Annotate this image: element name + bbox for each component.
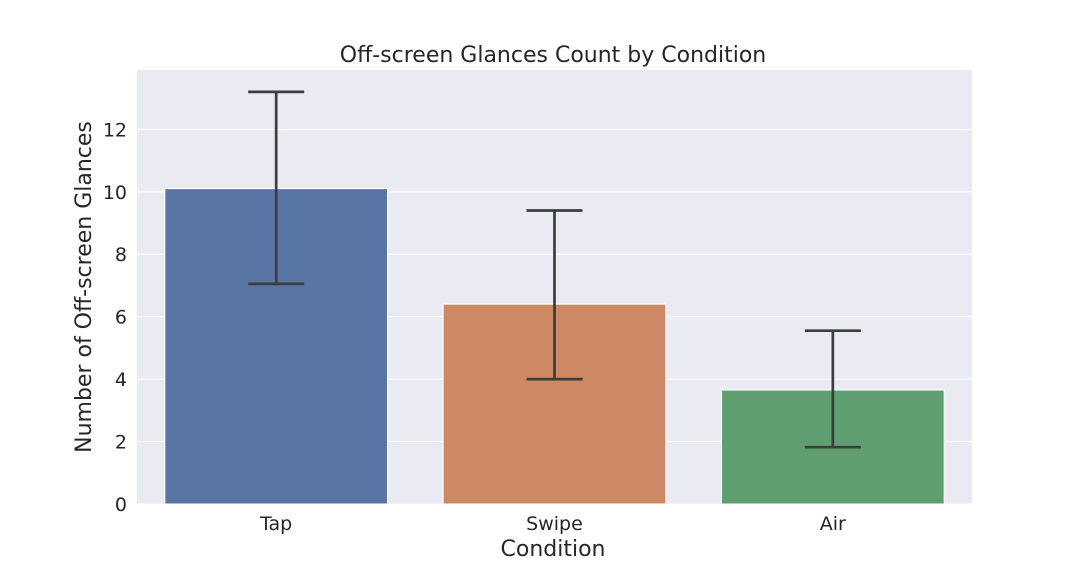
y-tick-label: 6 <box>115 307 127 329</box>
y-tick-label: 0 <box>115 494 127 516</box>
error-bar-air <box>804 329 861 449</box>
y-axis-label: Number of Off-screen Glances <box>72 121 97 453</box>
y-tick-label: 2 <box>115 432 127 454</box>
error-bar-tap <box>248 90 305 286</box>
x-tick-label: Air <box>820 513 846 535</box>
error-bars <box>248 90 861 449</box>
x-axis-label: Condition <box>501 537 606 562</box>
y-tick-labels: 0 2 4 6 8 10 12 <box>103 119 127 516</box>
x-tick-label: Tap <box>259 513 292 535</box>
chart-title: Off-screen Glances Count by Condition <box>340 43 767 68</box>
y-tick-label: 12 <box>103 119 127 141</box>
x-tick-labels: Tap Swipe Air <box>259 513 846 535</box>
y-tick-label: 10 <box>103 182 127 204</box>
y-tick-label: 4 <box>115 369 127 391</box>
x-tick-label: Swipe <box>526 513 583 535</box>
error-bar-swipe <box>526 209 583 381</box>
y-tick-label: 8 <box>115 244 127 266</box>
